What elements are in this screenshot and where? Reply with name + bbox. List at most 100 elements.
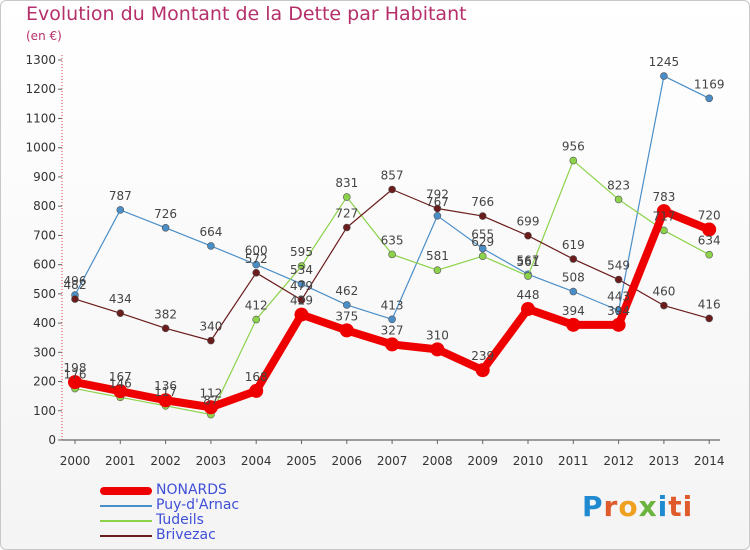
data-point-puy-d-arnac [207, 242, 215, 250]
data-label-tudeils: 634 [698, 234, 721, 248]
data-label-nonards: 720 [698, 209, 721, 223]
data-label-tudeils: 146 [109, 376, 132, 390]
data-point-nonards [566, 317, 581, 332]
data-point-brivezac [433, 204, 442, 213]
data-label-tudeils: 581 [426, 249, 449, 263]
x-tick-label: 2000 [60, 454, 91, 468]
data-label-nonards: 198 [64, 361, 87, 375]
data-point-nonards [521, 302, 535, 317]
data-label-puy-d-arnac: 413 [381, 298, 404, 312]
data-point-puy-d-arnac [342, 301, 351, 309]
data-label-puy-d-arnac: 664 [199, 225, 222, 239]
series-line-puy-d-arnac [74, 75, 710, 320]
data-label-brivezac: 792 [426, 187, 449, 201]
data-point-nonards [203, 400, 218, 415]
data-label-brivezac: 382 [154, 307, 177, 321]
data-point-nonards [611, 317, 626, 332]
data-label-brivezac: 460 [652, 285, 675, 299]
data-label-nonards: 167 [109, 370, 132, 384]
y-tick-label: 500 [33, 287, 56, 301]
data-point-brivezac [569, 255, 578, 263]
data-label-nonards: 394 [562, 304, 585, 318]
legend-swatch-brivezac [100, 535, 152, 537]
data-label-nonards: 394 [607, 304, 630, 318]
data-label-nonards: 239 [471, 349, 494, 363]
data-point-nonards [656, 204, 671, 219]
data-point-nonards [702, 222, 717, 237]
data-label-nonards: 783 [652, 190, 675, 204]
x-tick-label: 2012 [603, 454, 634, 468]
data-point-brivezac [705, 314, 714, 323]
x-tick-label: 2013 [649, 454, 680, 468]
y-tick-label: 100 [33, 404, 56, 418]
legend-label: Brivezac [156, 527, 216, 543]
chart-subtitle: (en €) [26, 29, 62, 43]
data-point-brivezac [478, 212, 487, 220]
data-point-puy-d-arnac [705, 94, 714, 103]
data-label-nonards: 448 [517, 288, 540, 302]
data-label-tudeils: 635 [381, 233, 404, 247]
data-label-puy-d-arnac: 767 [426, 195, 449, 209]
data-label-puy-d-arnac: 496 [64, 274, 87, 288]
data-label-nonards: 112 [199, 386, 222, 400]
data-point-tudeils [388, 250, 396, 259]
y-tick-label: 300 [33, 345, 56, 359]
data-point-nonards [475, 363, 490, 378]
x-tick-label: 2001 [105, 454, 136, 468]
data-label-tudeils: 595 [290, 245, 313, 259]
series-line-tudeils [74, 159, 710, 416]
legend-swatch-nonards [100, 487, 152, 495]
data-label-brivezac: 549 [607, 259, 630, 273]
data-point-brivezac [207, 336, 215, 345]
legend-swatch-puy-darnac [100, 505, 152, 507]
data-label-puy-d-arnac: 567 [517, 253, 540, 267]
proxiti-logo: Proxiti [582, 490, 694, 523]
data-label-nonards: 310 [426, 328, 449, 342]
data-point-nonards [68, 375, 82, 390]
data-point-puy-d-arnac [569, 287, 578, 296]
data-label-tudeils: 176 [64, 368, 87, 382]
data-label-brivezac: 766 [471, 195, 494, 209]
data-point-tudeils [297, 262, 306, 270]
x-tick-label: 2009 [467, 454, 498, 468]
data-point-nonards [249, 383, 264, 398]
data-label-tudeils: 117 [154, 385, 177, 399]
y-tick-label: 0 [48, 433, 56, 447]
data-point-tudeils [614, 195, 623, 204]
data-point-tudeils [524, 272, 532, 280]
data-label-puy-d-arnac: 726 [154, 207, 177, 221]
data-label-puy-d-arnac: 508 [562, 271, 585, 285]
data-point-brivezac [614, 275, 623, 284]
data-label-brivezac: 340 [199, 320, 222, 334]
data-point-puy-d-arnac [478, 244, 487, 253]
chart-title: Evolution du Montant de la Dette par Hab… [26, 3, 467, 25]
data-point-puy-d-arnac [161, 223, 170, 232]
data-label-brivezac: 572 [245, 252, 268, 266]
data-label-nonards: 375 [335, 309, 358, 323]
data-label-brivezac: 699 [517, 215, 540, 229]
data-label-brivezac: 479 [290, 279, 313, 293]
data-point-puy-d-arnac [297, 280, 306, 288]
x-tick-label: 2014 [694, 454, 725, 468]
legend-swatch-tudeils [100, 520, 152, 522]
data-point-nonards [339, 323, 354, 338]
x-tick-label: 2002 [150, 454, 181, 468]
y-tick-label: 700 [33, 228, 56, 242]
data-label-tudeils: 823 [607, 178, 630, 192]
data-label-puy-d-arnac: 1169 [694, 77, 725, 91]
data-point-puy-d-arnac [660, 72, 668, 80]
x-tick-label: 2004 [241, 454, 272, 468]
data-label-nonards: 429 [290, 294, 313, 308]
data-label-puy-d-arnac: 787 [109, 189, 132, 203]
data-point-puy-d-arnac [116, 206, 125, 214]
y-tick-label: 200 [33, 375, 56, 389]
data-point-brivezac [524, 231, 532, 240]
x-tick-label: 2003 [196, 454, 227, 468]
data-label-puy-d-arnac: 534 [290, 263, 313, 277]
data-point-puy-d-arnac [388, 315, 396, 324]
x-tick-label: 2008 [422, 454, 453, 468]
data-label-puy-d-arnac: 462 [335, 284, 358, 298]
data-point-tudeils [478, 252, 487, 260]
data-point-puy-d-arnac [252, 260, 261, 269]
